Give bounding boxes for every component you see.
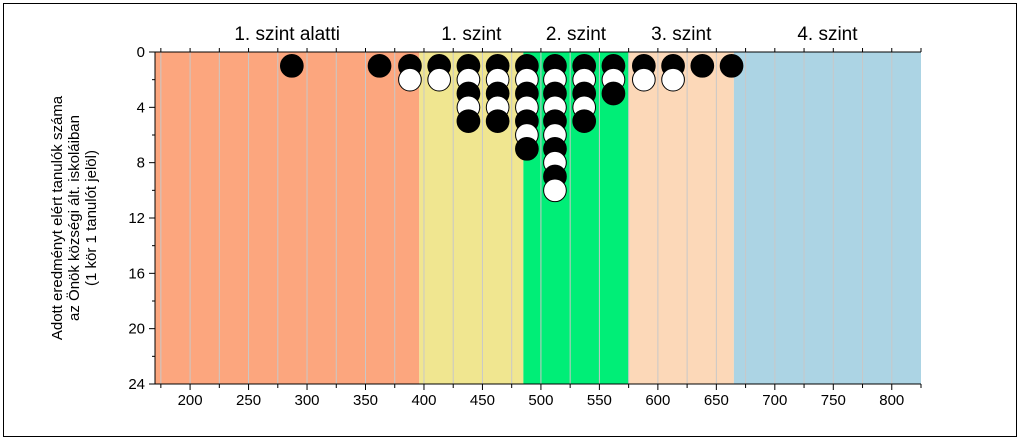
student-dots	[279, 53, 744, 203]
y-axis-label-line: (1 kör 1 tanulót jelöl)	[83, 150, 100, 286]
student-dot	[690, 53, 715, 78]
y-tick-label: 0	[137, 44, 145, 61]
level-labels: 1. szint alatti 1. szint 2. szint 3. szint 4…	[234, 24, 858, 45]
vertical-gridlines	[160, 52, 893, 384]
x-tick-label: 350	[353, 392, 378, 409]
y-tick-label: 16	[128, 265, 145, 282]
student-dot	[456, 109, 481, 134]
level-bands	[155, 52, 921, 384]
x-tick-labels: 200 250 300 350 400 450 500 550 600 650 700 750 800	[178, 392, 905, 409]
x-tick-label: 450	[470, 392, 495, 409]
axes	[149, 48, 922, 390]
student-dot	[661, 67, 685, 92]
x-tick-label: 700	[762, 392, 787, 409]
y-tick-labels: 0 4 8 12 16 20 24	[128, 44, 145, 393]
level-band-4	[628, 52, 734, 384]
y-axis-label-line: Adott eredményt elért tanulók száma	[49, 95, 66, 340]
level-label-3: 2. szint	[546, 24, 607, 45]
x-tick-label: 200	[178, 392, 203, 409]
student-dot	[485, 109, 510, 134]
y-axis-label: Adott eredményt elért tanulók számaaz Ön…	[49, 95, 100, 340]
x-tick-label: 500	[528, 392, 553, 409]
student-dot	[279, 53, 304, 78]
x-tick-label: 550	[587, 392, 612, 409]
level-band-1	[155, 52, 420, 384]
student-dot	[719, 53, 744, 78]
student-dot	[398, 67, 422, 92]
student-dot	[572, 109, 597, 134]
x-tick-label: 250	[236, 392, 261, 409]
y-tick-label: 4	[137, 99, 145, 116]
y-axis-label-line: az Önök községi ált. iskoláiban	[65, 115, 83, 321]
y-tick-label: 20	[128, 321, 145, 338]
student-dot	[427, 67, 452, 92]
student-dot	[367, 53, 392, 78]
x-tick-label: 650	[704, 392, 729, 409]
x-tick-label: 400	[411, 392, 436, 409]
level-label-4: 3. szint	[651, 24, 712, 45]
level-label-2: 1. szint	[441, 24, 502, 45]
student-dot	[601, 81, 626, 106]
student-dot	[515, 136, 539, 161]
student-dot	[631, 67, 656, 92]
level-label-5: 4. szint	[797, 24, 858, 45]
x-tick-label: 300	[295, 392, 320, 409]
level-band-5	[733, 52, 921, 384]
y-tick-label: 12	[128, 210, 145, 227]
x-tick-label: 600	[645, 392, 670, 409]
level-label-1: 1. szint alatti	[234, 24, 340, 45]
x-tick-label: 800	[879, 392, 904, 409]
x-tick-label: 750	[821, 392, 846, 409]
y-tick-label: 24	[128, 376, 145, 393]
student-dot	[543, 178, 567, 203]
y-tick-label: 8	[137, 155, 145, 172]
